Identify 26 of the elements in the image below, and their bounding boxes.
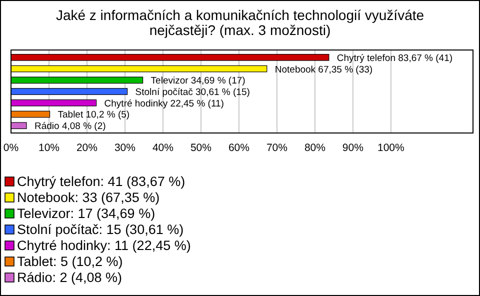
text: Televizor: 17 (34,69 %) bbox=[17, 206, 156, 221]
x-tick-label: 60% bbox=[228, 142, 250, 154]
x-tick-label: 10% bbox=[38, 142, 60, 154]
data-label: Rádio 4,08 % (2) bbox=[34, 121, 106, 132]
text: Chytrý telefon: 41 (83,67 %) bbox=[17, 174, 186, 189]
x-tick-label: 70% bbox=[266, 142, 288, 154]
x-tick-label: 50% bbox=[190, 142, 212, 154]
text: Stolní počítač: 15 (30,61 %) bbox=[17, 222, 184, 237]
data-label: Chytré hodinky 22,45 % (11) bbox=[104, 98, 224, 110]
text: Rádio: 2 (4,08 %) bbox=[17, 270, 122, 285]
chart-title: Jaké z informačních a komunikačních technologií využíváte nejčastěji? (max. 3 možnosti) bbox=[56, 7, 424, 38]
x-tick-label: 80% bbox=[304, 142, 326, 154]
x-tick-label: 30% bbox=[114, 142, 136, 154]
data-label: Tablet 10,2 % (5) bbox=[58, 110, 130, 121]
x-tick-label: 90% bbox=[342, 142, 364, 154]
x-tick-label: 100% bbox=[378, 142, 404, 154]
data-label: Chytrý telefon 83,67 % (41) bbox=[336, 52, 453, 64]
text: Notebook: 33 (67,35 %) bbox=[17, 190, 160, 205]
x-tick-label: 0% bbox=[3, 142, 19, 154]
x-tick-label: 40% bbox=[152, 142, 174, 154]
data-label: Notebook 67,35 % (33) bbox=[274, 64, 373, 76]
text: Tablet: 5 (10,2 %) bbox=[17, 254, 123, 269]
data-label: Stolní počítač 30,61 % (15) bbox=[135, 87, 250, 98]
x-tick-label: 20% bbox=[76, 142, 98, 154]
data-label: Televizor 34,69 % (17) bbox=[150, 76, 246, 87]
text: Chytré hodinky: 11 (22,45 %) bbox=[17, 238, 191, 253]
